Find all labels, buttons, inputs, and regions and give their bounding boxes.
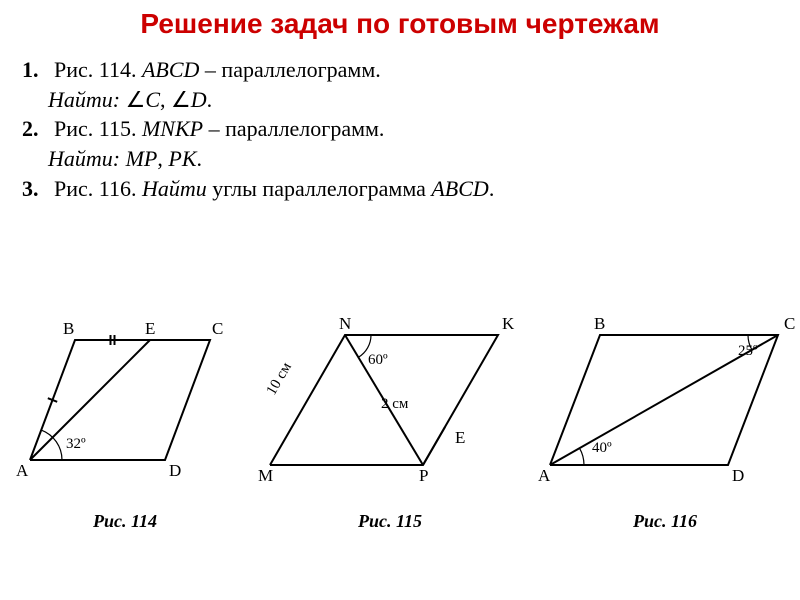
- problem-text: Рис. 115. MNKP – параллелограмм.: [54, 114, 384, 144]
- figure-caption: Рис. 115: [250, 511, 530, 532]
- svg-text:2 см: 2 см: [381, 396, 409, 412]
- page-title: Решение задач по готовым чертежам: [55, 8, 745, 40]
- figures-row: A B E C D 32º Рис. 114 M N K P E 10 см 2 см 60º Рис.…: [0, 280, 800, 540]
- figure-caption: Рис. 116: [530, 511, 800, 532]
- svg-text:B: B: [594, 314, 605, 333]
- problem-number: 1.: [22, 55, 48, 85]
- figure-114: A B E C D 32º Рис. 114: [0, 280, 250, 540]
- svg-text:D: D: [169, 461, 181, 480]
- problem-number: 2.: [22, 114, 48, 144]
- svg-text:40º: 40º: [592, 440, 612, 456]
- figure-115: M N K P E 10 см 2 см 60º Рис. 115: [250, 280, 530, 540]
- problem-2-line-2: Найти: MP, PK.: [22, 144, 778, 174]
- figure-caption: Рис. 114: [0, 511, 250, 532]
- figure-114-svg: A B E C D 32º: [0, 280, 250, 510]
- problem-text: Найти: ∠C, ∠D.: [48, 87, 212, 112]
- svg-text:P: P: [419, 466, 428, 485]
- svg-text:32º: 32º: [66, 436, 86, 452]
- svg-text:A: A: [538, 466, 551, 485]
- svg-text:K: K: [502, 314, 515, 333]
- svg-text:B: B: [63, 319, 74, 338]
- page: Решение задач по готовым чертежам 1. Рис…: [0, 0, 800, 600]
- problem-1-line-2: Найти: ∠C, ∠D.: [22, 85, 778, 115]
- svg-text:C: C: [784, 314, 795, 333]
- problem-text: Рис. 116. Найти углы параллелограмма ABC…: [54, 174, 494, 204]
- problem-text: Рис. 114. ABCD – параллелограмм.: [54, 55, 381, 85]
- problems-block: 1. Рис. 114. ABCD – параллелограмм. Найт…: [22, 55, 778, 203]
- svg-text:A: A: [16, 461, 29, 480]
- svg-text:10 см: 10 см: [264, 359, 296, 398]
- problem-1-line-1: 1. Рис. 114. ABCD – параллелограмм.: [22, 55, 778, 85]
- svg-text:D: D: [732, 466, 744, 485]
- figure-116: A B C D 25º 40º Рис. 116: [530, 280, 800, 540]
- svg-text:25º: 25º: [738, 343, 758, 359]
- problem-3-line-1: 3. Рис. 116. Найти углы параллелограмма …: [22, 174, 778, 204]
- svg-text:E: E: [145, 319, 155, 338]
- problem-2-line-1: 2. Рис. 115. MNKP – параллелограмм.: [22, 114, 778, 144]
- figure-116-svg: A B C D 25º 40º: [530, 280, 800, 510]
- svg-text:60º: 60º: [368, 352, 388, 368]
- svg-text:N: N: [339, 314, 351, 333]
- figure-115-svg: M N K P E 10 см 2 см 60º: [250, 280, 530, 510]
- problem-text: Найти: MP, PK.: [48, 146, 202, 171]
- svg-text:C: C: [212, 319, 223, 338]
- svg-text:E: E: [455, 428, 465, 447]
- svg-text:M: M: [258, 466, 273, 485]
- problem-number: 3.: [22, 174, 48, 204]
